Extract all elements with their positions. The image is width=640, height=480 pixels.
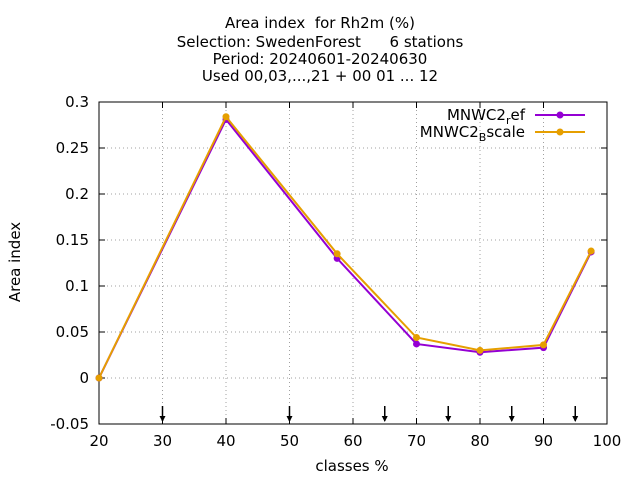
data-point-series-2 (587, 247, 595, 255)
x-tick-label: 60 (343, 432, 362, 450)
chart-title-line-4: Used 00,03,...,21 + 00 01 ... 12 (201, 67, 439, 85)
data-point-series-2 (413, 334, 420, 342)
y-tick-label: -0.05 (50, 415, 89, 433)
legend-label-1: MNWC2ref (447, 106, 526, 127)
y-tick-label: 0.2 (65, 185, 89, 203)
x-axis-ticks: 20 30 40 50 60 70 80 90 100 (89, 102, 621, 450)
chart-title-line-3: Period: 20240601-20240630 (212, 50, 428, 68)
y-tick-label: 0.3 (65, 93, 89, 111)
y-tick-label: 0.15 (56, 231, 89, 249)
x-tick-label: 40 (216, 432, 235, 450)
y-tick-label: 0.1 (65, 277, 89, 295)
x-tick-label: 100 (593, 432, 622, 450)
data-point-series-2 (95, 374, 103, 382)
arrow-markers (159, 406, 579, 422)
y-tick-label: 0 (79, 369, 89, 387)
arrow-marker-head (286, 416, 293, 422)
y-tick-label: 0.05 (56, 323, 89, 341)
x-tick-label: 20 (89, 432, 108, 450)
x-tick-label: 90 (534, 432, 553, 450)
x-axis-label: classes % (315, 457, 388, 475)
chart-title-line-2: Selection: SwedenForest 6 stations (176, 33, 464, 51)
data-point-series-1 (413, 340, 420, 348)
arrow-marker-head (572, 416, 579, 422)
x-tick-label: 30 (153, 432, 172, 450)
series-line-1 (98, 117, 593, 379)
arrow-marker-head (381, 416, 388, 422)
y-tick-label: 0.25 (56, 139, 89, 157)
x-tick-label: 50 (280, 432, 299, 450)
data-series (95, 113, 595, 382)
grid-lines (99, 102, 607, 424)
legend-label-2: MNWC2Bscale (420, 123, 525, 144)
y-axis-ticks: -0.05 0 0.05 0.1 0.15 0.2 0.25 0.3 (50, 93, 607, 433)
series-line-2 (98, 114, 593, 379)
data-point-series-2 (333, 250, 341, 258)
data-point-series-2 (540, 341, 547, 349)
x-tick-label: 70 (407, 432, 426, 450)
legend-marker-1 (556, 111, 564, 119)
y-axis-label: Area index (6, 222, 24, 302)
chart-title-line-1: Area index for Rh2m (%) (224, 14, 416, 32)
data-point-series-2 (476, 346, 484, 354)
data-point-series-2 (222, 113, 230, 121)
x-tick-label: 80 (470, 432, 489, 450)
arrow-marker-head (508, 416, 515, 422)
arrow-marker-head (159, 416, 166, 422)
legend-marker-2 (556, 128, 564, 136)
arrow-marker-head (445, 416, 452, 422)
